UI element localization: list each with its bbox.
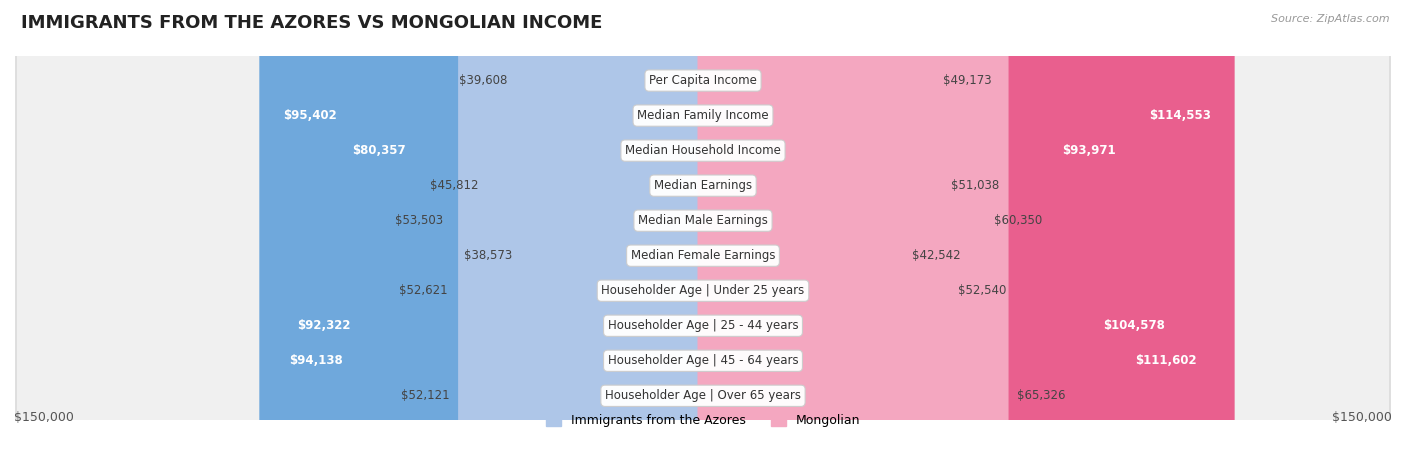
Text: Householder Age | 45 - 64 years: Householder Age | 45 - 64 years xyxy=(607,354,799,367)
Text: $104,578: $104,578 xyxy=(1104,319,1166,332)
Text: Median Female Earnings: Median Female Earnings xyxy=(631,249,775,262)
Text: $92,322: $92,322 xyxy=(297,319,352,332)
Text: $53,503: $53,503 xyxy=(395,214,443,227)
Text: Median Earnings: Median Earnings xyxy=(654,179,752,192)
FancyBboxPatch shape xyxy=(17,0,1389,467)
FancyBboxPatch shape xyxy=(17,0,1389,467)
FancyBboxPatch shape xyxy=(697,0,904,467)
FancyBboxPatch shape xyxy=(456,0,709,467)
FancyBboxPatch shape xyxy=(17,0,1389,467)
FancyBboxPatch shape xyxy=(17,0,1389,467)
Text: $52,121: $52,121 xyxy=(401,389,450,402)
Text: $150,000: $150,000 xyxy=(1331,411,1392,424)
Text: Householder Age | Under 25 years: Householder Age | Under 25 years xyxy=(602,284,804,297)
Text: Median Male Earnings: Median Male Earnings xyxy=(638,214,768,227)
Text: Median Family Income: Median Family Income xyxy=(637,109,769,122)
Text: $114,553: $114,553 xyxy=(1149,109,1211,122)
FancyBboxPatch shape xyxy=(17,0,1389,467)
FancyBboxPatch shape xyxy=(17,0,1389,467)
Text: $42,542: $42,542 xyxy=(912,249,960,262)
Legend: Immigrants from the Azores, Mongolian: Immigrants from the Azores, Mongolian xyxy=(541,409,865,432)
Text: $38,573: $38,573 xyxy=(464,249,512,262)
Text: Householder Age | 25 - 44 years: Householder Age | 25 - 44 years xyxy=(607,319,799,332)
Text: $45,812: $45,812 xyxy=(430,179,479,192)
Text: $80,357: $80,357 xyxy=(353,144,406,157)
Text: Median Household Income: Median Household Income xyxy=(626,144,780,157)
FancyBboxPatch shape xyxy=(451,0,709,467)
FancyBboxPatch shape xyxy=(266,0,709,467)
FancyBboxPatch shape xyxy=(17,0,1389,467)
Text: $95,402: $95,402 xyxy=(283,109,337,122)
FancyBboxPatch shape xyxy=(520,0,709,467)
Text: Source: ZipAtlas.com: Source: ZipAtlas.com xyxy=(1271,14,1389,24)
Text: $65,326: $65,326 xyxy=(1017,389,1066,402)
FancyBboxPatch shape xyxy=(697,0,1220,467)
FancyBboxPatch shape xyxy=(486,0,709,467)
FancyBboxPatch shape xyxy=(697,0,935,467)
FancyBboxPatch shape xyxy=(697,0,943,467)
Text: $94,138: $94,138 xyxy=(290,354,343,367)
Text: $93,971: $93,971 xyxy=(1063,144,1116,157)
FancyBboxPatch shape xyxy=(697,0,1008,467)
Text: Per Capita Income: Per Capita Income xyxy=(650,74,756,87)
FancyBboxPatch shape xyxy=(273,0,709,467)
FancyBboxPatch shape xyxy=(697,0,950,467)
FancyBboxPatch shape xyxy=(697,0,1140,467)
Text: $39,608: $39,608 xyxy=(458,74,508,87)
FancyBboxPatch shape xyxy=(17,0,1389,467)
Text: $49,173: $49,173 xyxy=(942,74,991,87)
FancyBboxPatch shape xyxy=(697,0,986,467)
Text: IMMIGRANTS FROM THE AZORES VS MONGOLIAN INCOME: IMMIGRANTS FROM THE AZORES VS MONGOLIAN … xyxy=(21,14,602,32)
Text: Householder Age | Over 65 years: Householder Age | Over 65 years xyxy=(605,389,801,402)
Text: $60,350: $60,350 xyxy=(994,214,1042,227)
Text: $51,038: $51,038 xyxy=(952,179,1000,192)
FancyBboxPatch shape xyxy=(17,0,1389,467)
FancyBboxPatch shape xyxy=(17,0,1389,467)
FancyBboxPatch shape xyxy=(697,0,1234,467)
Text: $52,540: $52,540 xyxy=(957,284,1007,297)
Text: $111,602: $111,602 xyxy=(1136,354,1197,367)
FancyBboxPatch shape xyxy=(516,0,709,467)
Text: $150,000: $150,000 xyxy=(14,411,75,424)
Text: $52,621: $52,621 xyxy=(399,284,447,297)
FancyBboxPatch shape xyxy=(329,0,709,467)
FancyBboxPatch shape xyxy=(697,0,1189,467)
FancyBboxPatch shape xyxy=(259,0,709,467)
FancyBboxPatch shape xyxy=(458,0,709,467)
